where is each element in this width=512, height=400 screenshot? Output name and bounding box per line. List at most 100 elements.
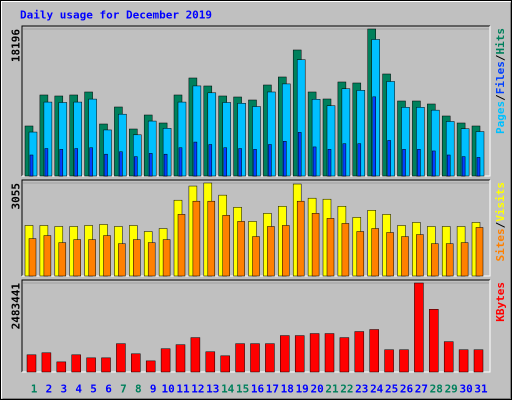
- x-tick-label: 20: [310, 383, 323, 396]
- bar: [133, 239, 141, 277]
- x-tick-label: 31: [474, 383, 488, 396]
- bar: [43, 235, 52, 277]
- bar: [473, 349, 484, 373]
- x-tick-label: 18: [281, 383, 294, 396]
- bar: [280, 335, 290, 373]
- bar: [220, 355, 230, 373]
- bar: [252, 236, 260, 277]
- bar: [193, 141, 198, 177]
- bar: [324, 333, 335, 373]
- bar: [223, 147, 227, 177]
- x-tick-label: 3: [60, 383, 67, 396]
- bar: [432, 150, 436, 177]
- x-tick-label: 6: [105, 383, 112, 396]
- bar: [44, 148, 49, 177]
- bar: [163, 153, 168, 177]
- x-tick-label: 2: [46, 383, 53, 396]
- legend-entry: Files: [494, 61, 507, 94]
- bar: [460, 242, 469, 277]
- x-tick-label: 11: [176, 383, 190, 396]
- y-tick-label: 2483441: [10, 283, 23, 330]
- x-tick-label: 23: [355, 383, 368, 396]
- bar: [131, 353, 141, 373]
- bar: [208, 144, 213, 177]
- y-tick-label: 18196: [10, 29, 23, 62]
- x-tick-label: 13: [206, 383, 219, 396]
- legend-separator: /: [494, 94, 507, 101]
- bar: [147, 242, 156, 277]
- bar: [235, 343, 245, 373]
- bar: [431, 243, 439, 277]
- bar: [89, 147, 93, 177]
- bar: [283, 141, 287, 177]
- x-tick-label: 15: [236, 383, 249, 396]
- bar: [28, 238, 37, 277]
- bar: [162, 239, 171, 277]
- x-tick-label: 7: [120, 383, 127, 396]
- bar: [190, 337, 201, 373]
- x-tick-label: 10: [161, 383, 174, 396]
- bar: [476, 157, 481, 177]
- x-tick-label: 30: [459, 383, 472, 396]
- bar: [253, 149, 257, 177]
- bar: [192, 200, 201, 277]
- bar: [326, 218, 335, 277]
- bar: [443, 341, 454, 373]
- bar: [58, 242, 67, 277]
- bar: [399, 349, 409, 373]
- bar: [356, 231, 365, 277]
- x-tick-label: 14: [221, 383, 235, 396]
- bar: [294, 335, 305, 373]
- x-tick-label: 17: [266, 383, 279, 396]
- legend-separator: /: [494, 221, 507, 228]
- bar: [296, 200, 305, 277]
- x-tick-label: 1: [31, 383, 38, 396]
- bar: [312, 146, 317, 177]
- bar: [178, 147, 183, 177]
- bar: [446, 154, 451, 177]
- bar: [429, 309, 439, 373]
- bar: [71, 354, 81, 373]
- bar: [148, 153, 153, 177]
- bar: [341, 223, 350, 277]
- panel-border-dark: [21, 279, 490, 372]
- legend: Sites/Visits: [494, 182, 507, 262]
- bar: [268, 144, 272, 177]
- legend-separator: /: [494, 54, 507, 61]
- bar: [357, 143, 362, 177]
- x-tick-label: 5: [90, 383, 97, 396]
- bar: [29, 154, 34, 177]
- bar: [369, 329, 379, 373]
- bar: [371, 228, 379, 277]
- bar: [73, 239, 81, 277]
- panel-border-dark: [21, 25, 490, 176]
- bar: [342, 143, 347, 177]
- bar: [311, 213, 320, 277]
- bar: [88, 239, 96, 277]
- x-tick-label: 29: [445, 383, 458, 396]
- x-tick-label: 9: [150, 383, 157, 396]
- x-tick-label: 22: [340, 383, 353, 396]
- bar: [205, 351, 216, 373]
- bar: [238, 148, 242, 177]
- bar: [104, 153, 108, 177]
- bar: [250, 343, 260, 373]
- bar: [118, 243, 126, 277]
- bar: [387, 140, 391, 177]
- bar: [116, 343, 126, 373]
- legend: KBytes: [494, 282, 507, 322]
- bar: [134, 156, 138, 177]
- bar: [401, 236, 409, 277]
- legend-entry: Sites: [494, 228, 507, 261]
- bar: [402, 149, 406, 177]
- bar: [207, 200, 216, 277]
- legend-entry: Hits: [494, 28, 507, 55]
- x-tick-label: 26: [400, 383, 414, 396]
- bar: [237, 221, 245, 277]
- x-tick-label: 4: [75, 383, 82, 396]
- bar: [175, 344, 186, 373]
- bar: [41, 352, 52, 373]
